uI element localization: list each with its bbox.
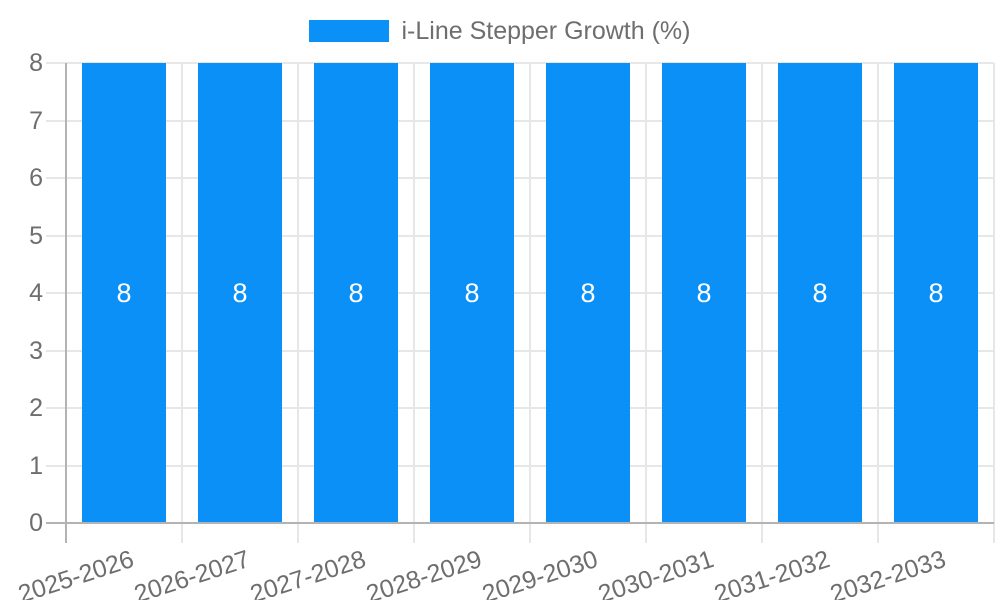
bar-value-label: 8: [696, 278, 712, 308]
y-axis-tick-label: 2: [29, 394, 43, 422]
gridline-y: [46, 234, 994, 237]
bar: [894, 63, 978, 523]
x-axis-tick-label: 2026-2027: [131, 545, 254, 600]
bar-value-label: 8: [928, 278, 944, 308]
bar: [430, 63, 514, 523]
gridline-x: [761, 63, 763, 543]
bar-value-label: 8: [464, 278, 480, 308]
gridline-x: [645, 63, 647, 543]
bar: [314, 63, 398, 523]
x-axis-baseline: [46, 522, 994, 524]
bar: [778, 63, 862, 523]
gridline-x: [529, 63, 531, 543]
bar-value-label: 8: [812, 278, 828, 308]
x-axis-tick-label: 2032-2033: [827, 545, 950, 600]
bar: [546, 63, 630, 523]
y-axis-tick-label: 7: [29, 106, 43, 135]
y-axis-line: [65, 63, 67, 543]
gridline-y: [46, 62, 994, 64]
gridline-x: [181, 63, 183, 543]
x-axis-tick-label: 2029-2030: [479, 545, 602, 600]
gridline-y: [46, 292, 994, 294]
y-axis-tick-label: 1: [29, 451, 43, 480]
y-axis-tick-label: 6: [29, 164, 43, 192]
bar: [198, 63, 282, 523]
y-axis-tick-label: 4: [29, 279, 43, 307]
gridline-x: [993, 63, 995, 543]
y-axis-tick-label: 0: [29, 509, 43, 537]
bar: [82, 63, 166, 523]
x-axis-tick-label: 2025-2026: [15, 545, 138, 600]
bar: [662, 63, 746, 523]
gridline-y: [46, 119, 994, 122]
gridline-y: [46, 407, 994, 409]
x-axis-tick-label: 2028-2029: [363, 545, 486, 600]
bar-value-label: 8: [348, 278, 364, 308]
gridline-y: [46, 177, 994, 179]
y-axis-tick-label: 3: [29, 336, 43, 365]
x-axis-tick-label: 2030-2031: [595, 545, 718, 600]
bar-value-label: 8: [116, 278, 132, 308]
y-axis-tick-label: 5: [29, 221, 43, 250]
bar-value-label: 8: [232, 278, 248, 308]
gridline-x: [413, 63, 415, 543]
gridline-y: [46, 464, 994, 467]
legend-swatch: [309, 20, 390, 42]
gridline-y: [46, 349, 994, 352]
y-axis-tick-label: 8: [29, 49, 43, 77]
x-axis-tick-label: 2027-2028: [247, 545, 370, 600]
bar-value-label: 8: [580, 278, 596, 308]
legend-label: i-Line Stepper Growth (%): [401, 17, 691, 45]
gridline-x: [877, 63, 879, 543]
x-axis-tick-label: 2031-2032: [711, 545, 834, 600]
gridline-x: [297, 63, 299, 543]
legend-item[interactable]: i-Line Stepper Growth (%): [0, 17, 1000, 45]
